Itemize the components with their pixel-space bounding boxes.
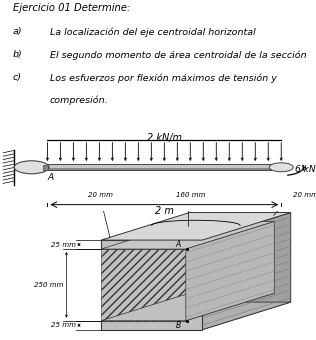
Text: A: A bbox=[176, 240, 181, 249]
Polygon shape bbox=[101, 293, 274, 321]
Text: c): c) bbox=[13, 73, 21, 82]
Text: B: B bbox=[176, 321, 181, 330]
Polygon shape bbox=[101, 240, 202, 330]
Text: compresión.: compresión. bbox=[50, 95, 108, 105]
Text: Ejercicio 01 Determine:: Ejercicio 01 Determine: bbox=[13, 3, 130, 13]
Polygon shape bbox=[101, 212, 291, 240]
Text: 6 kN·m: 6 kN·m bbox=[295, 165, 316, 174]
Text: 20 mm: 20 mm bbox=[88, 192, 113, 198]
Bar bbox=[43, 165, 48, 170]
Text: 25 mm: 25 mm bbox=[51, 322, 76, 328]
Text: Los esfuerzos por flexión máximos de tensión y: Los esfuerzos por flexión máximos de ten… bbox=[50, 73, 276, 83]
Text: a): a) bbox=[13, 27, 22, 36]
Text: 250 mm: 250 mm bbox=[34, 282, 63, 288]
Text: 160 mm: 160 mm bbox=[176, 192, 206, 198]
Bar bbox=[47, 164, 281, 170]
Text: A: A bbox=[47, 173, 53, 182]
Circle shape bbox=[14, 161, 49, 174]
Circle shape bbox=[269, 163, 293, 172]
Text: b): b) bbox=[13, 50, 22, 59]
Text: 20 mm: 20 mm bbox=[293, 192, 316, 198]
Text: La localización del eje centroidal horizontal: La localización del eje centroidal horiz… bbox=[50, 27, 255, 37]
Text: El segundo momento de área centroidal de la sección: El segundo momento de área centroidal de… bbox=[50, 50, 306, 60]
Polygon shape bbox=[101, 221, 274, 249]
Bar bbox=[47, 168, 281, 170]
Text: 2 m: 2 m bbox=[155, 206, 174, 216]
Text: 25 mm: 25 mm bbox=[51, 241, 76, 248]
Polygon shape bbox=[101, 249, 186, 321]
Polygon shape bbox=[186, 221, 274, 321]
Polygon shape bbox=[101, 302, 291, 330]
Polygon shape bbox=[202, 212, 291, 330]
Text: 2 kN/m: 2 kN/m bbox=[147, 133, 182, 143]
